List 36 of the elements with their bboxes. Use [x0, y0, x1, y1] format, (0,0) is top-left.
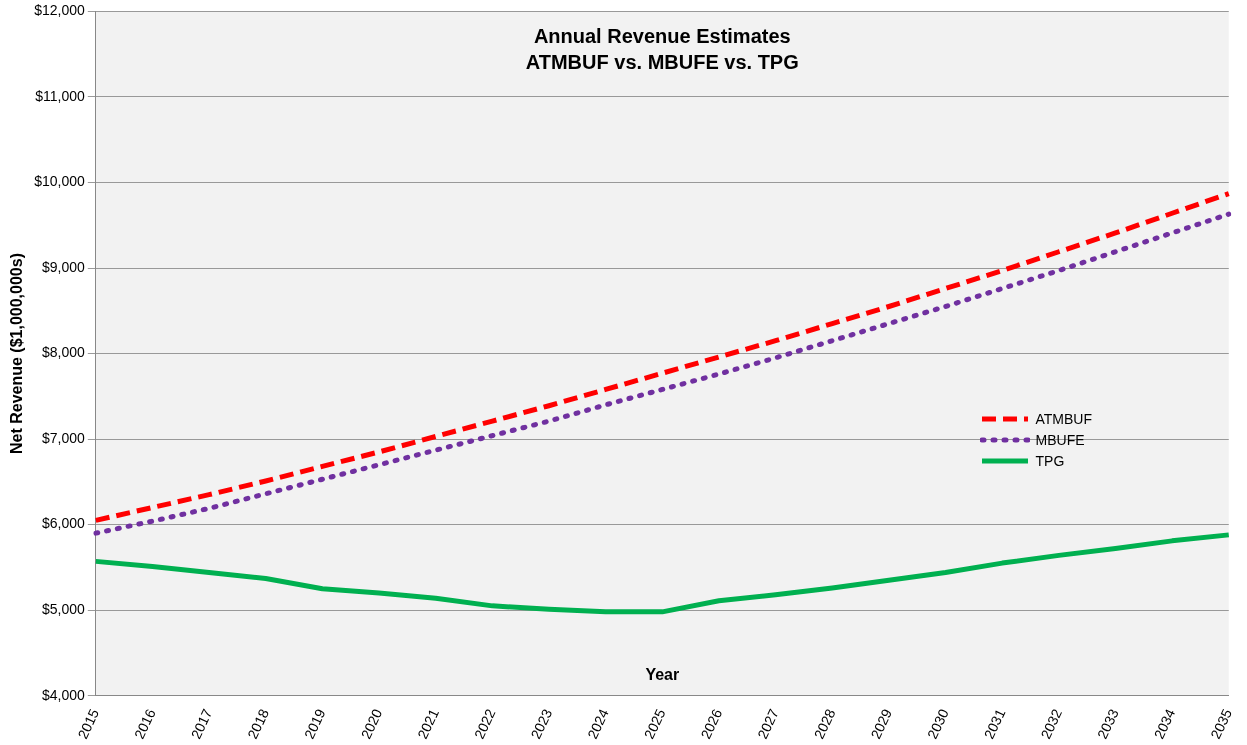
y-tick-label: $12,000 [34, 2, 86, 19]
x-tick-label: 2023 [527, 706, 556, 742]
y-tick-label: $11,000 [35, 87, 86, 104]
x-tick-label: 2017 [187, 706, 216, 742]
x-tick-label: 2032 [1037, 706, 1066, 742]
y-tick-label: $10,000 [34, 173, 86, 190]
x-tick-label: 2020 [357, 706, 386, 742]
y-tick-label: $4,000 [41, 686, 86, 703]
x-tick-label: 2024 [584, 706, 612, 742]
y-tick-label: $7,000 [41, 429, 86, 446]
legend-label: MBUFE [1035, 431, 1085, 448]
x-tick-label: 2019 [300, 706, 329, 742]
x-tick-label: 2029 [867, 706, 896, 742]
x-tick-label: 2035 [1207, 706, 1236, 742]
y-tick-label: $9,000 [41, 258, 86, 275]
x-tick-label: 2022 [470, 706, 499, 742]
x-tick-label: 2026 [697, 706, 726, 742]
legend-label: TPG [1035, 452, 1065, 469]
y-tick-label: $5,000 [41, 601, 86, 617]
x-tick-label: 2030 [924, 706, 952, 742]
x-tick-label: 2016 [131, 706, 159, 742]
x-tick-label: 2033 [1094, 706, 1122, 742]
x-tick-label: 2015 [74, 706, 103, 742]
text: Annual Revenue Estimates ATMBUF vs. MBUFE vs. TPG [525, 24, 799, 76]
x-tick-label: 2031 [980, 706, 1009, 742]
y-tick-label: $6,000 [41, 515, 86, 532]
x-tick-label: 2021 [414, 706, 442, 742]
legend-label: ATMBUF [1035, 410, 1093, 427]
x-tick-label: 2025 [640, 706, 669, 742]
x-tick-label: 2027 [754, 706, 782, 742]
y-tick-label: $8,000 [41, 344, 86, 361]
x-tick-label: 2018 [244, 706, 273, 742]
x-tick-label: 2034 [1150, 706, 1179, 742]
x-tick-label: 2028 [810, 706, 839, 742]
y-axis-title: Net Revenue ($1,000,000s) [8, 253, 26, 455]
x-axis-title: Year [645, 665, 680, 684]
